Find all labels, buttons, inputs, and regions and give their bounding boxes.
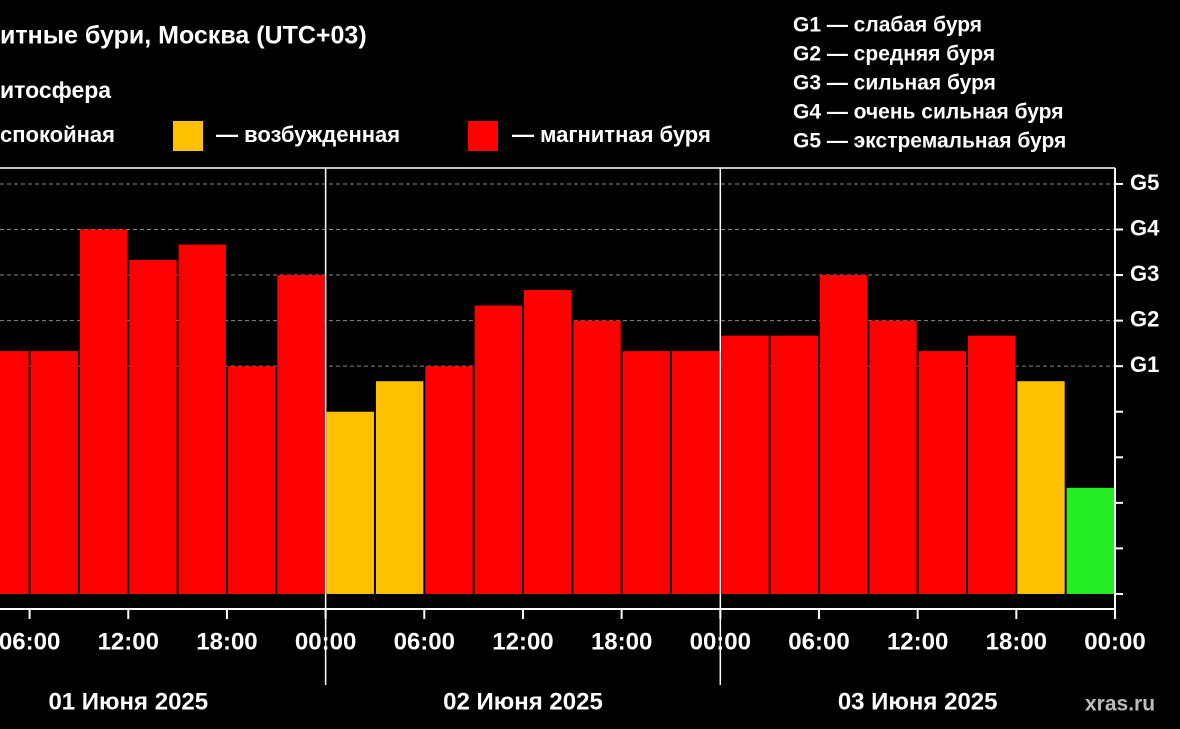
bar [671, 351, 720, 594]
bar [770, 335, 818, 594]
x-tick-label: 00:00 [690, 628, 751, 655]
x-tick-label: 06:00 [788, 628, 849, 655]
bar [30, 351, 78, 594]
bar [277, 275, 325, 594]
x-tick-label: 00:00 [1084, 628, 1145, 655]
bar [326, 411, 374, 594]
scale-legend-item: G4 — очень сильная буря [793, 101, 1063, 124]
legend-swatch [468, 121, 498, 151]
bar [869, 320, 917, 594]
bar [1066, 487, 1114, 594]
day-label: 01 Июня 2025 [48, 688, 208, 715]
bar [523, 290, 572, 594]
bar [79, 229, 128, 594]
day-label: 03 Июня 2025 [838, 688, 998, 715]
day-label: 02 Июня 2025 [443, 688, 603, 715]
scale-legend-item: G1 — слабая буря [793, 14, 982, 37]
scale-legend-item: G5 — экстремальная буря [793, 130, 1066, 153]
legend-label: — магнитная буря [512, 122, 711, 147]
bar [178, 244, 226, 594]
x-tick-label: 12:00 [492, 628, 553, 655]
x-tick-label: 06:00 [0, 628, 60, 655]
x-tick-label: 12:00 [98, 628, 159, 655]
bar [967, 335, 1016, 594]
bar [573, 320, 621, 594]
x-tick-label: 00:00 [295, 628, 356, 655]
y-tick-label: G5 [1130, 170, 1159, 195]
y-tick-label: G4 [1130, 215, 1160, 240]
bar [622, 351, 670, 594]
chart-title: итные бури, Москва (UTC+03) [0, 22, 367, 50]
bar [721, 335, 769, 594]
bar [227, 366, 276, 594]
bar [918, 351, 966, 594]
subtitle: итосфера [0, 77, 111, 103]
legend-label: спокойная [0, 122, 115, 147]
y-tick-label: G3 [1130, 261, 1159, 286]
y-tick-label: G2 [1130, 306, 1159, 331]
bar [819, 275, 868, 594]
x-tick-label: 18:00 [986, 628, 1047, 655]
legend-label: — возбужденная [216, 122, 400, 147]
x-tick-label: 18:00 [591, 628, 652, 655]
y-tick-label: G1 [1130, 352, 1159, 377]
bar [0, 351, 29, 594]
watermark: xras.ru [1085, 693, 1155, 716]
x-tick-label: 18:00 [196, 628, 257, 655]
bar [375, 381, 424, 594]
scale-legend-item: G2 — средняя буря [793, 43, 995, 66]
x-tick-label: 12:00 [887, 628, 948, 655]
x-tick-label: 06:00 [394, 628, 455, 655]
bar [129, 260, 177, 594]
legend-swatch [173, 121, 203, 151]
scale-legend-item: G3 — сильная буря [793, 72, 996, 95]
bar [425, 366, 473, 594]
bar [1017, 381, 1065, 594]
bar [474, 305, 522, 594]
